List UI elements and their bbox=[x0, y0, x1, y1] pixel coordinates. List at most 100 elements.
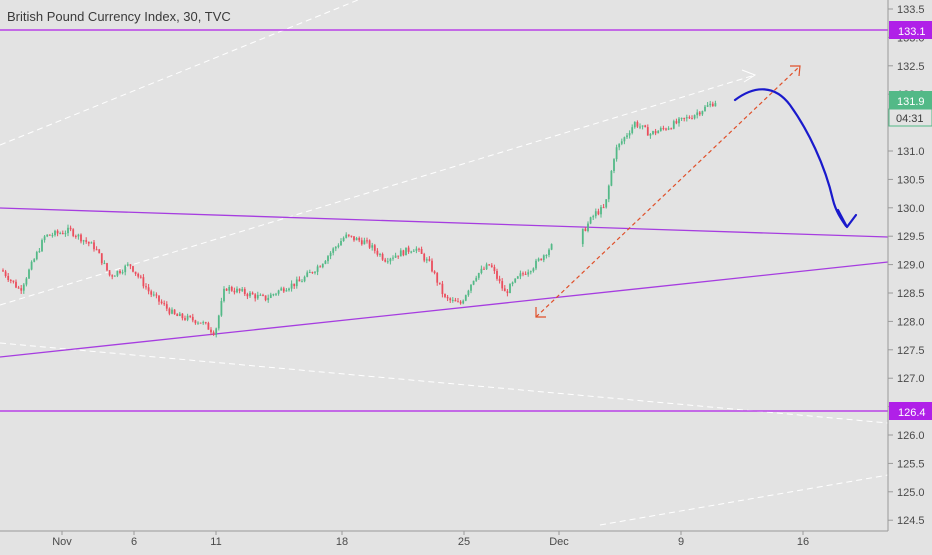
candle-body bbox=[207, 323, 210, 330]
candle-body bbox=[675, 121, 678, 124]
candle-body bbox=[298, 279, 301, 282]
candle-body bbox=[90, 242, 93, 244]
triangle-lower-trendline[interactable] bbox=[0, 261, 889, 358]
candle-body bbox=[355, 237, 358, 241]
candle-body bbox=[191, 316, 194, 321]
candle-body bbox=[20, 288, 23, 291]
candle-body bbox=[319, 266, 322, 268]
candle-body bbox=[85, 240, 88, 242]
candle-body bbox=[194, 320, 197, 324]
candle-body bbox=[691, 118, 693, 120]
candle-body bbox=[241, 289, 244, 291]
candle-body bbox=[22, 284, 25, 291]
candle-body bbox=[626, 135, 628, 138]
candle-body bbox=[623, 137, 626, 142]
time-axis[interactable]: Nov 6 11 18 25 Dec 9 16 bbox=[0, 530, 888, 548]
dash-line-arrow-head bbox=[741, 69, 757, 83]
candle-body bbox=[483, 268, 485, 270]
candle-body bbox=[69, 227, 72, 230]
candle-body bbox=[688, 117, 691, 119]
candle-body bbox=[181, 313, 184, 319]
candle-body bbox=[545, 255, 548, 257]
candle-body bbox=[67, 227, 69, 234]
candle-body bbox=[345, 234, 348, 238]
candle-body bbox=[657, 130, 660, 134]
candle-body bbox=[327, 256, 329, 262]
candle-body bbox=[340, 241, 342, 246]
candle-body bbox=[243, 289, 246, 295]
candle-body bbox=[615, 147, 618, 160]
candle-body bbox=[12, 280, 15, 282]
candle-body bbox=[633, 122, 636, 128]
candle-body bbox=[176, 314, 179, 317]
candle-body bbox=[373, 245, 376, 251]
candle-body bbox=[532, 268, 535, 272]
candle-body bbox=[121, 272, 124, 274]
candle-body bbox=[342, 237, 345, 242]
candle-body bbox=[714, 103, 717, 107]
candle-body bbox=[262, 294, 264, 296]
candle-body bbox=[641, 125, 644, 127]
price-tick-label: 128.5 bbox=[897, 288, 925, 300]
candle-body bbox=[178, 313, 181, 317]
candle-body bbox=[587, 223, 589, 231]
candle-body bbox=[282, 288, 285, 292]
candle-body bbox=[613, 159, 615, 171]
candle-body bbox=[46, 234, 49, 237]
bottom-channel-dash-line[interactable] bbox=[599, 474, 889, 526]
triangle-upper-trendline[interactable] bbox=[0, 207, 889, 238]
candle-body bbox=[524, 273, 527, 275]
lower-channel-dash-line[interactable] bbox=[0, 342, 889, 424]
candle-body bbox=[410, 251, 413, 253]
candle-body bbox=[670, 128, 673, 130]
candle-body bbox=[381, 254, 384, 260]
candle-body bbox=[165, 304, 168, 309]
candle-body bbox=[158, 295, 160, 302]
candle-body bbox=[493, 267, 496, 271]
candle-body bbox=[236, 288, 238, 293]
candle-body bbox=[113, 275, 116, 277]
candle-body bbox=[142, 277, 145, 287]
candle-body bbox=[498, 278, 501, 282]
candle-body bbox=[438, 282, 441, 284]
candle-body bbox=[683, 117, 686, 119]
candle-body bbox=[415, 248, 418, 251]
forecast-curve[interactable] bbox=[733, 88, 858, 229]
candle-body bbox=[295, 279, 298, 287]
candle-body bbox=[475, 277, 478, 281]
price-tick-label: 125.5 bbox=[897, 458, 925, 470]
candle-body bbox=[316, 266, 319, 272]
candle-body bbox=[550, 244, 553, 250]
candle-body bbox=[462, 300, 465, 304]
candle-body bbox=[646, 127, 649, 136]
price-tick-label: 128.0 bbox=[897, 316, 925, 328]
candle-body bbox=[662, 128, 665, 130]
candle-body bbox=[30, 261, 33, 270]
candle-body bbox=[134, 271, 137, 274]
projection-arrow[interactable] bbox=[535, 65, 801, 318]
forecast-curve-path bbox=[733, 88, 848, 228]
candle-body bbox=[503, 288, 506, 292]
candle-body bbox=[490, 265, 493, 268]
candle-body bbox=[267, 297, 270, 301]
candle-body bbox=[61, 233, 64, 235]
candle-body bbox=[280, 288, 283, 291]
time-tick-label: Nov bbox=[52, 536, 72, 548]
time-tick-label: 25 bbox=[458, 536, 470, 548]
candle-body bbox=[251, 292, 254, 295]
candle-body bbox=[477, 273, 480, 278]
upper-channel-dash-line[interactable] bbox=[0, 0, 359, 146]
price-axis[interactable]: 133.5133.0132.5132.0131.5131.0130.5130.0… bbox=[887, 0, 932, 531]
time-tick-label: Dec bbox=[549, 536, 569, 548]
last-price-badge bbox=[889, 91, 932, 109]
forecast-arrow-head bbox=[836, 208, 858, 229]
candle-body bbox=[389, 258, 392, 262]
candle-body bbox=[620, 141, 623, 144]
candle-body bbox=[163, 303, 166, 305]
candle-body bbox=[173, 309, 176, 315]
price-tick-label: 127.5 bbox=[897, 345, 925, 357]
candle-body bbox=[129, 264, 132, 267]
price-tick-label: 127.0 bbox=[897, 373, 925, 385]
